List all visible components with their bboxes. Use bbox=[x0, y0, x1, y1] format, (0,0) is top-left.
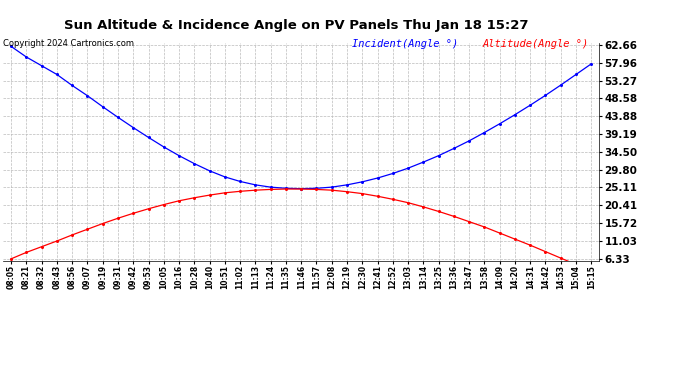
Text: Altitude(Angle °): Altitude(Angle °) bbox=[483, 39, 589, 50]
Text: Incident(Angle °): Incident(Angle °) bbox=[352, 39, 458, 50]
Text: Sun Altitude & Incidence Angle on PV Panels Thu Jan 18 15:27: Sun Altitude & Incidence Angle on PV Pan… bbox=[64, 19, 529, 32]
Text: Copyright 2024 Cartronics.com: Copyright 2024 Cartronics.com bbox=[3, 39, 135, 48]
